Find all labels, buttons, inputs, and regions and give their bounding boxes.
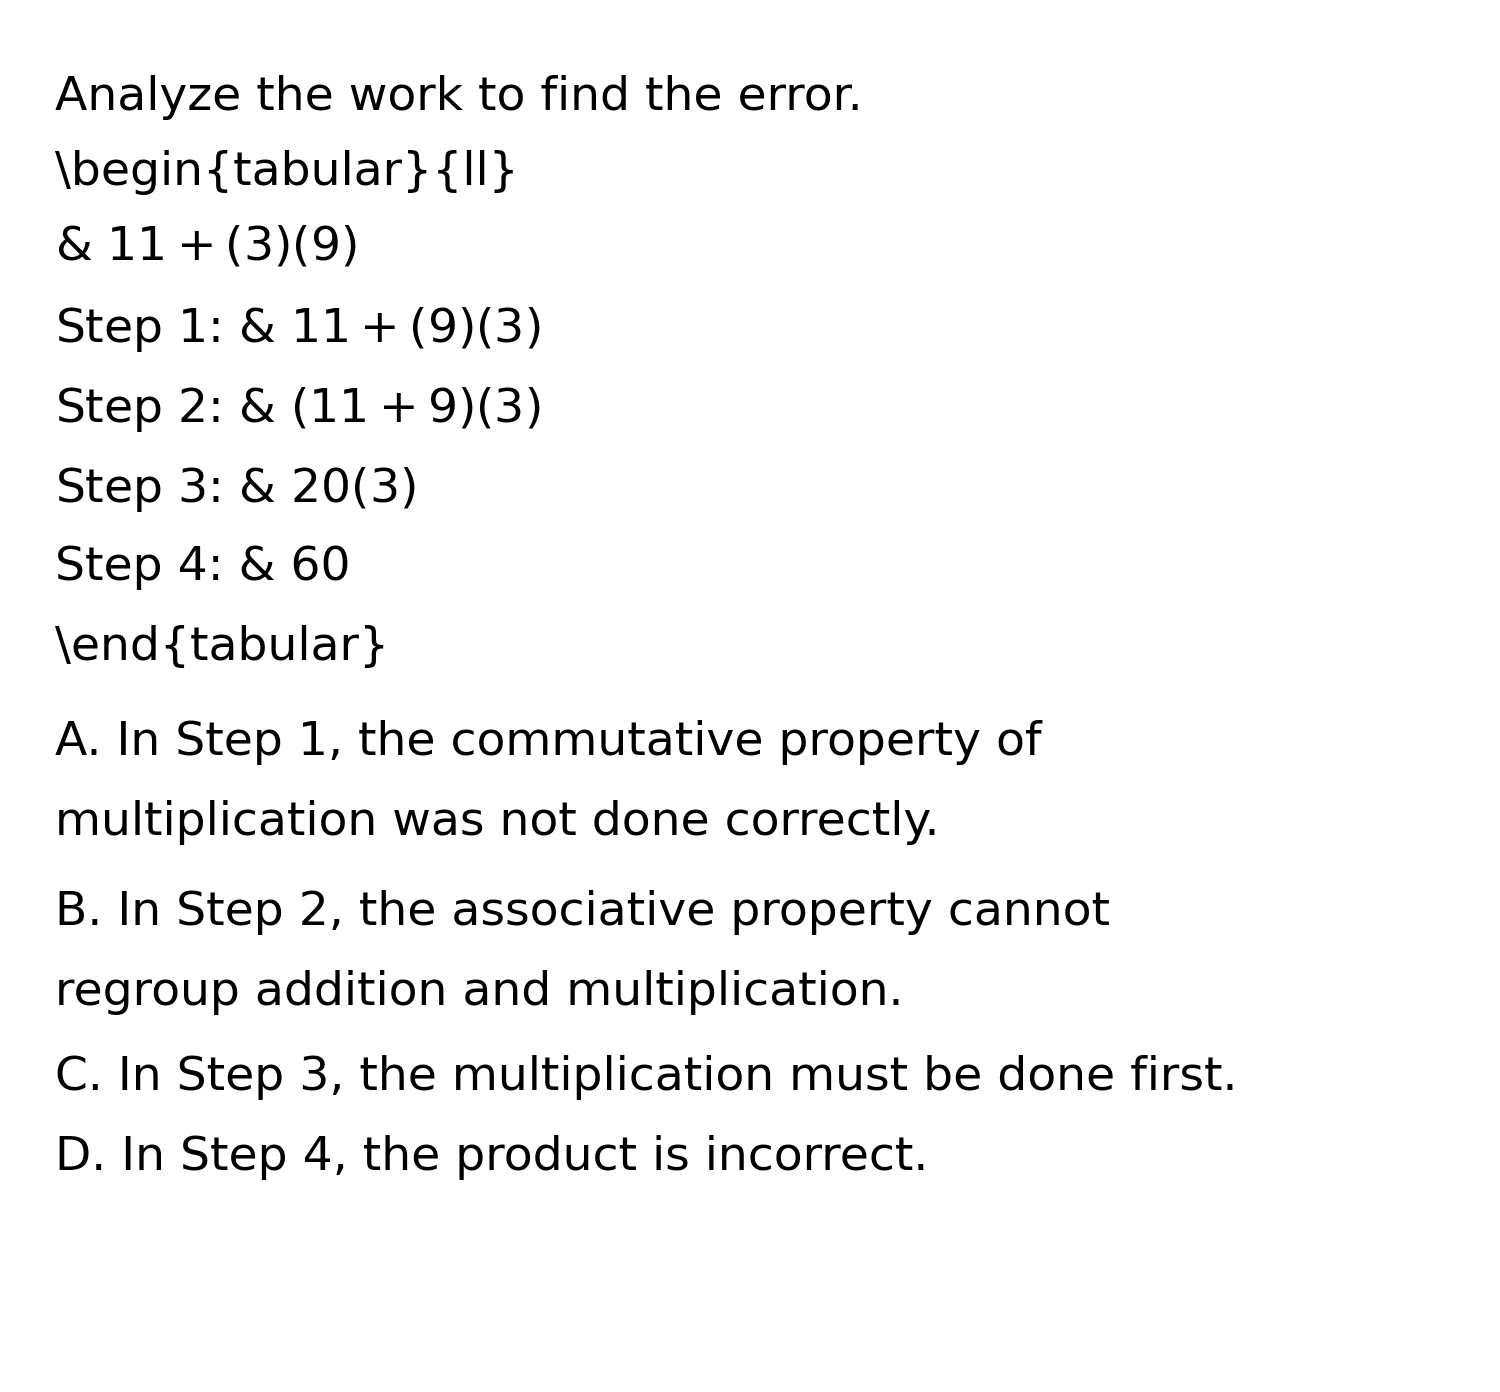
Text: B. In Step 2, the associative property cannot: B. In Step 2, the associative property c… xyxy=(56,889,1110,935)
Text: D. In Step 4, the product is incorrect.: D. In Step 4, the product is incorrect. xyxy=(56,1134,928,1180)
Text: & $11 + (3)(9)$: & $11 + (3)(9)$ xyxy=(56,226,357,270)
Text: Step 3: & $20(3)$: Step 3: & $20(3)$ xyxy=(56,465,416,514)
Text: Step 4: & 60: Step 4: & 60 xyxy=(56,546,351,590)
Text: A. In Step 1, the commutative property of: A. In Step 1, the commutative property o… xyxy=(56,720,1041,766)
Text: C. In Step 3, the multiplication must be done first.: C. In Step 3, the multiplication must be… xyxy=(56,1055,1237,1100)
Text: \end{tabular}: \end{tabular} xyxy=(56,625,388,670)
Text: Analyze the work to find the error.: Analyze the work to find the error. xyxy=(56,75,862,120)
Text: regroup addition and multiplication.: regroup addition and multiplication. xyxy=(56,970,903,1015)
Text: Step 2: & $(11 + 9)(3)$: Step 2: & $(11 + 9)(3)$ xyxy=(56,386,540,434)
Text: Step 1: & $11 + (9)(3)$: Step 1: & $11 + (9)(3)$ xyxy=(56,305,540,354)
Text: \begin{tabular}{ll}: \begin{tabular}{ll} xyxy=(56,150,519,195)
Text: multiplication was not done correctly.: multiplication was not done correctly. xyxy=(56,800,939,845)
